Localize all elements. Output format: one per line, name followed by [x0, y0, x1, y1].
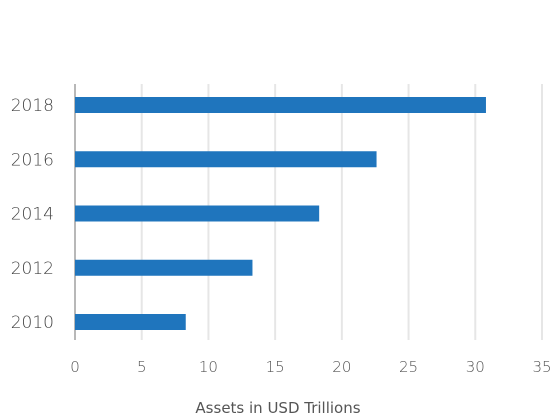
category-labels: 2010 2012 2014 2016 2018	[11, 96, 54, 333]
bar-2012	[75, 259, 253, 276]
x-tick-labels: 0 5 10 15 20 25 30 35	[70, 358, 551, 376]
category-label-2010: 2010	[11, 313, 54, 333]
category-label-2018: 2018	[11, 96, 54, 116]
bars	[75, 97, 486, 330]
bar-2016	[75, 151, 377, 168]
x-tick-label: 20	[332, 358, 351, 376]
category-label-2012: 2012	[11, 259, 54, 279]
x-tick-label: 10	[199, 358, 218, 376]
x-tick-label: 15	[266, 358, 285, 376]
category-label-2016: 2016	[11, 150, 54, 170]
x-tick-label: 30	[466, 358, 485, 376]
x-tick-label: 0	[70, 358, 80, 376]
x-tick-label: 25	[399, 358, 418, 376]
category-label-2014: 2014	[11, 205, 54, 225]
bar-2014	[75, 205, 320, 222]
x-tick-label: 5	[137, 358, 147, 376]
bar-2018	[75, 97, 486, 113]
x-axis-title: Assets in USD Trillions	[195, 399, 360, 416]
x-tick-label: 35	[532, 358, 551, 376]
bar-2010	[75, 314, 186, 330]
